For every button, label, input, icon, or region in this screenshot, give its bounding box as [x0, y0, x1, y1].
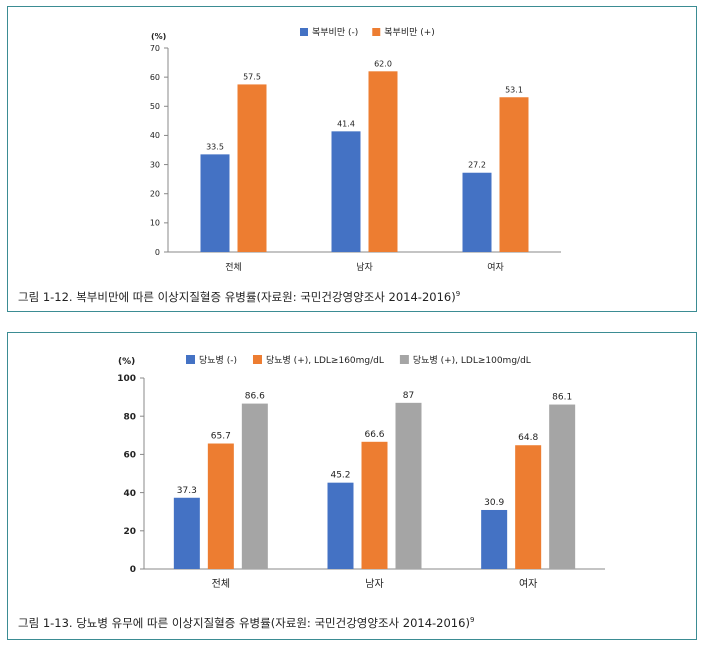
chart-2-y-tick-label: 0 [130, 565, 136, 575]
chart-2-plot: 0 20 40 60 80 100 (%) 37.3 65.7 86.6 전체 45.2 66.6 87 남… [117, 355, 605, 590]
chart-1-x-tick-label: 남자 [356, 262, 373, 273]
chart-2-data-label: 65.7 [211, 432, 231, 442]
chart-1-data-label: 57.5 [243, 72, 261, 81]
chart-1-plot: 0 10 20 30 40 50 60 70 (%) 33.5 57.5 전체 41.4 62.0 남자 27… [150, 27, 561, 273]
chart-1-legend-entry: 복부비만 (-) [312, 27, 358, 38]
chart-2-y-tick-label: 20 [123, 527, 136, 537]
chart-1-bar [462, 172, 492, 252]
chart-1-legend-swatch [372, 28, 381, 36]
chart-1-bar [237, 84, 267, 252]
chart-2-bar [395, 402, 422, 569]
chart-2-data-label: 66.6 [364, 430, 384, 440]
chart-2-x-tick-label: 전체 [212, 578, 230, 590]
chart-1-bar [331, 131, 361, 252]
chart-2-y-tick-label: 60 [123, 451, 136, 461]
chart-2-legend-entry: 당뇨병 (+), LDL≥160mg/dL [266, 355, 384, 366]
chart-2-bar [549, 404, 576, 569]
chart-1-data-label: 33.5 [206, 142, 224, 151]
chart-2-bar [515, 445, 542, 569]
chart-1-bar [200, 154, 230, 252]
chart-2-bar [361, 441, 388, 569]
chart-2-bar [173, 497, 200, 569]
chart-2-y-tick-label: 100 [117, 374, 136, 384]
chart-1-legend-entry: 복부비만 (+) [384, 27, 435, 38]
chart-2-legend-swatch [399, 355, 409, 364]
chart-2-bar [207, 443, 234, 569]
chart-2-data-label: 86.6 [245, 392, 265, 402]
chart-panel-1: 0 10 20 30 40 50 60 70 (%) 33.5 57.5 전체 41.4 62.0 남자 27… [7, 6, 697, 312]
chart-1-bar [368, 71, 398, 252]
chart-1-x-tick-label: 전체 [225, 262, 242, 273]
chart-1-y-tick-label: 30 [150, 160, 160, 169]
chart-1-y-tick-label: 70 [150, 44, 160, 53]
chart-1-y-tick-label: 50 [150, 102, 160, 111]
chart-1-y-tick-label: 60 [150, 73, 160, 82]
chart-1-data-label: 62.0 [374, 59, 392, 68]
chart-2-bar [481, 509, 508, 569]
chart-2-y-axis-label: (%) [118, 357, 135, 367]
chart-1-data-label: 41.4 [337, 119, 355, 128]
chart-1-data-label: 27.2 [468, 161, 486, 170]
chart-1-bar [499, 97, 529, 252]
chart-2-data-label: 30.9 [484, 498, 504, 508]
chart-2-caption: 그림 1-13. 당뇨병 유무에 따른 이상지질혈증 유병률(자료원: 국민건강… [18, 616, 475, 630]
chart-1-data-label: 53.1 [505, 85, 523, 94]
chart-panel-2: 0 20 40 60 80 100 (%) 37.3 65.7 86.6 전체 45.2 66.6 87 남… [7, 332, 697, 640]
chart-2-data-label: 45.2 [330, 471, 350, 481]
chart-2-data-label: 64.8 [518, 433, 538, 443]
chart-2-bar [241, 403, 268, 569]
chart-1-x-tick-label: 여자 [487, 261, 504, 273]
chart-2-data-label: 87 [403, 391, 414, 401]
chart-2-legend-swatch [186, 355, 195, 364]
chart-2-data-label: 86.1 [552, 393, 572, 403]
chart-2-y-tick-label: 80 [123, 412, 136, 422]
chart-2-bar [327, 482, 354, 569]
chart-2-legend-swatch [252, 355, 262, 364]
chart-2-x-tick-label: 남자 [365, 578, 383, 590]
chart-1-y-tick-label: 20 [150, 190, 160, 199]
chart-2-legend-entry: 당뇨병 (+), LDL≥100mg/dL [413, 355, 531, 366]
chart-1-legend-swatch [300, 28, 308, 36]
chart-2-data-label: 37.3 [177, 486, 197, 496]
chart-2-x-tick-label: 여자 [519, 578, 537, 590]
chart-1-y-axis-label: (%) [151, 32, 166, 41]
chart-1-y-tick-label: 40 [150, 131, 160, 140]
chart-2-y-tick-label: 40 [123, 489, 136, 499]
chart-1-y-tick-label: 0 [155, 248, 160, 257]
chart-2-legend-entry: 당뇨병 (-) [199, 355, 237, 366]
chart-1-caption: 그림 1-12. 복부비만에 따른 이상지질혈증 유병률(자료원: 국민건강영양… [18, 290, 461, 304]
chart-1-y-tick-label: 10 [150, 219, 160, 228]
